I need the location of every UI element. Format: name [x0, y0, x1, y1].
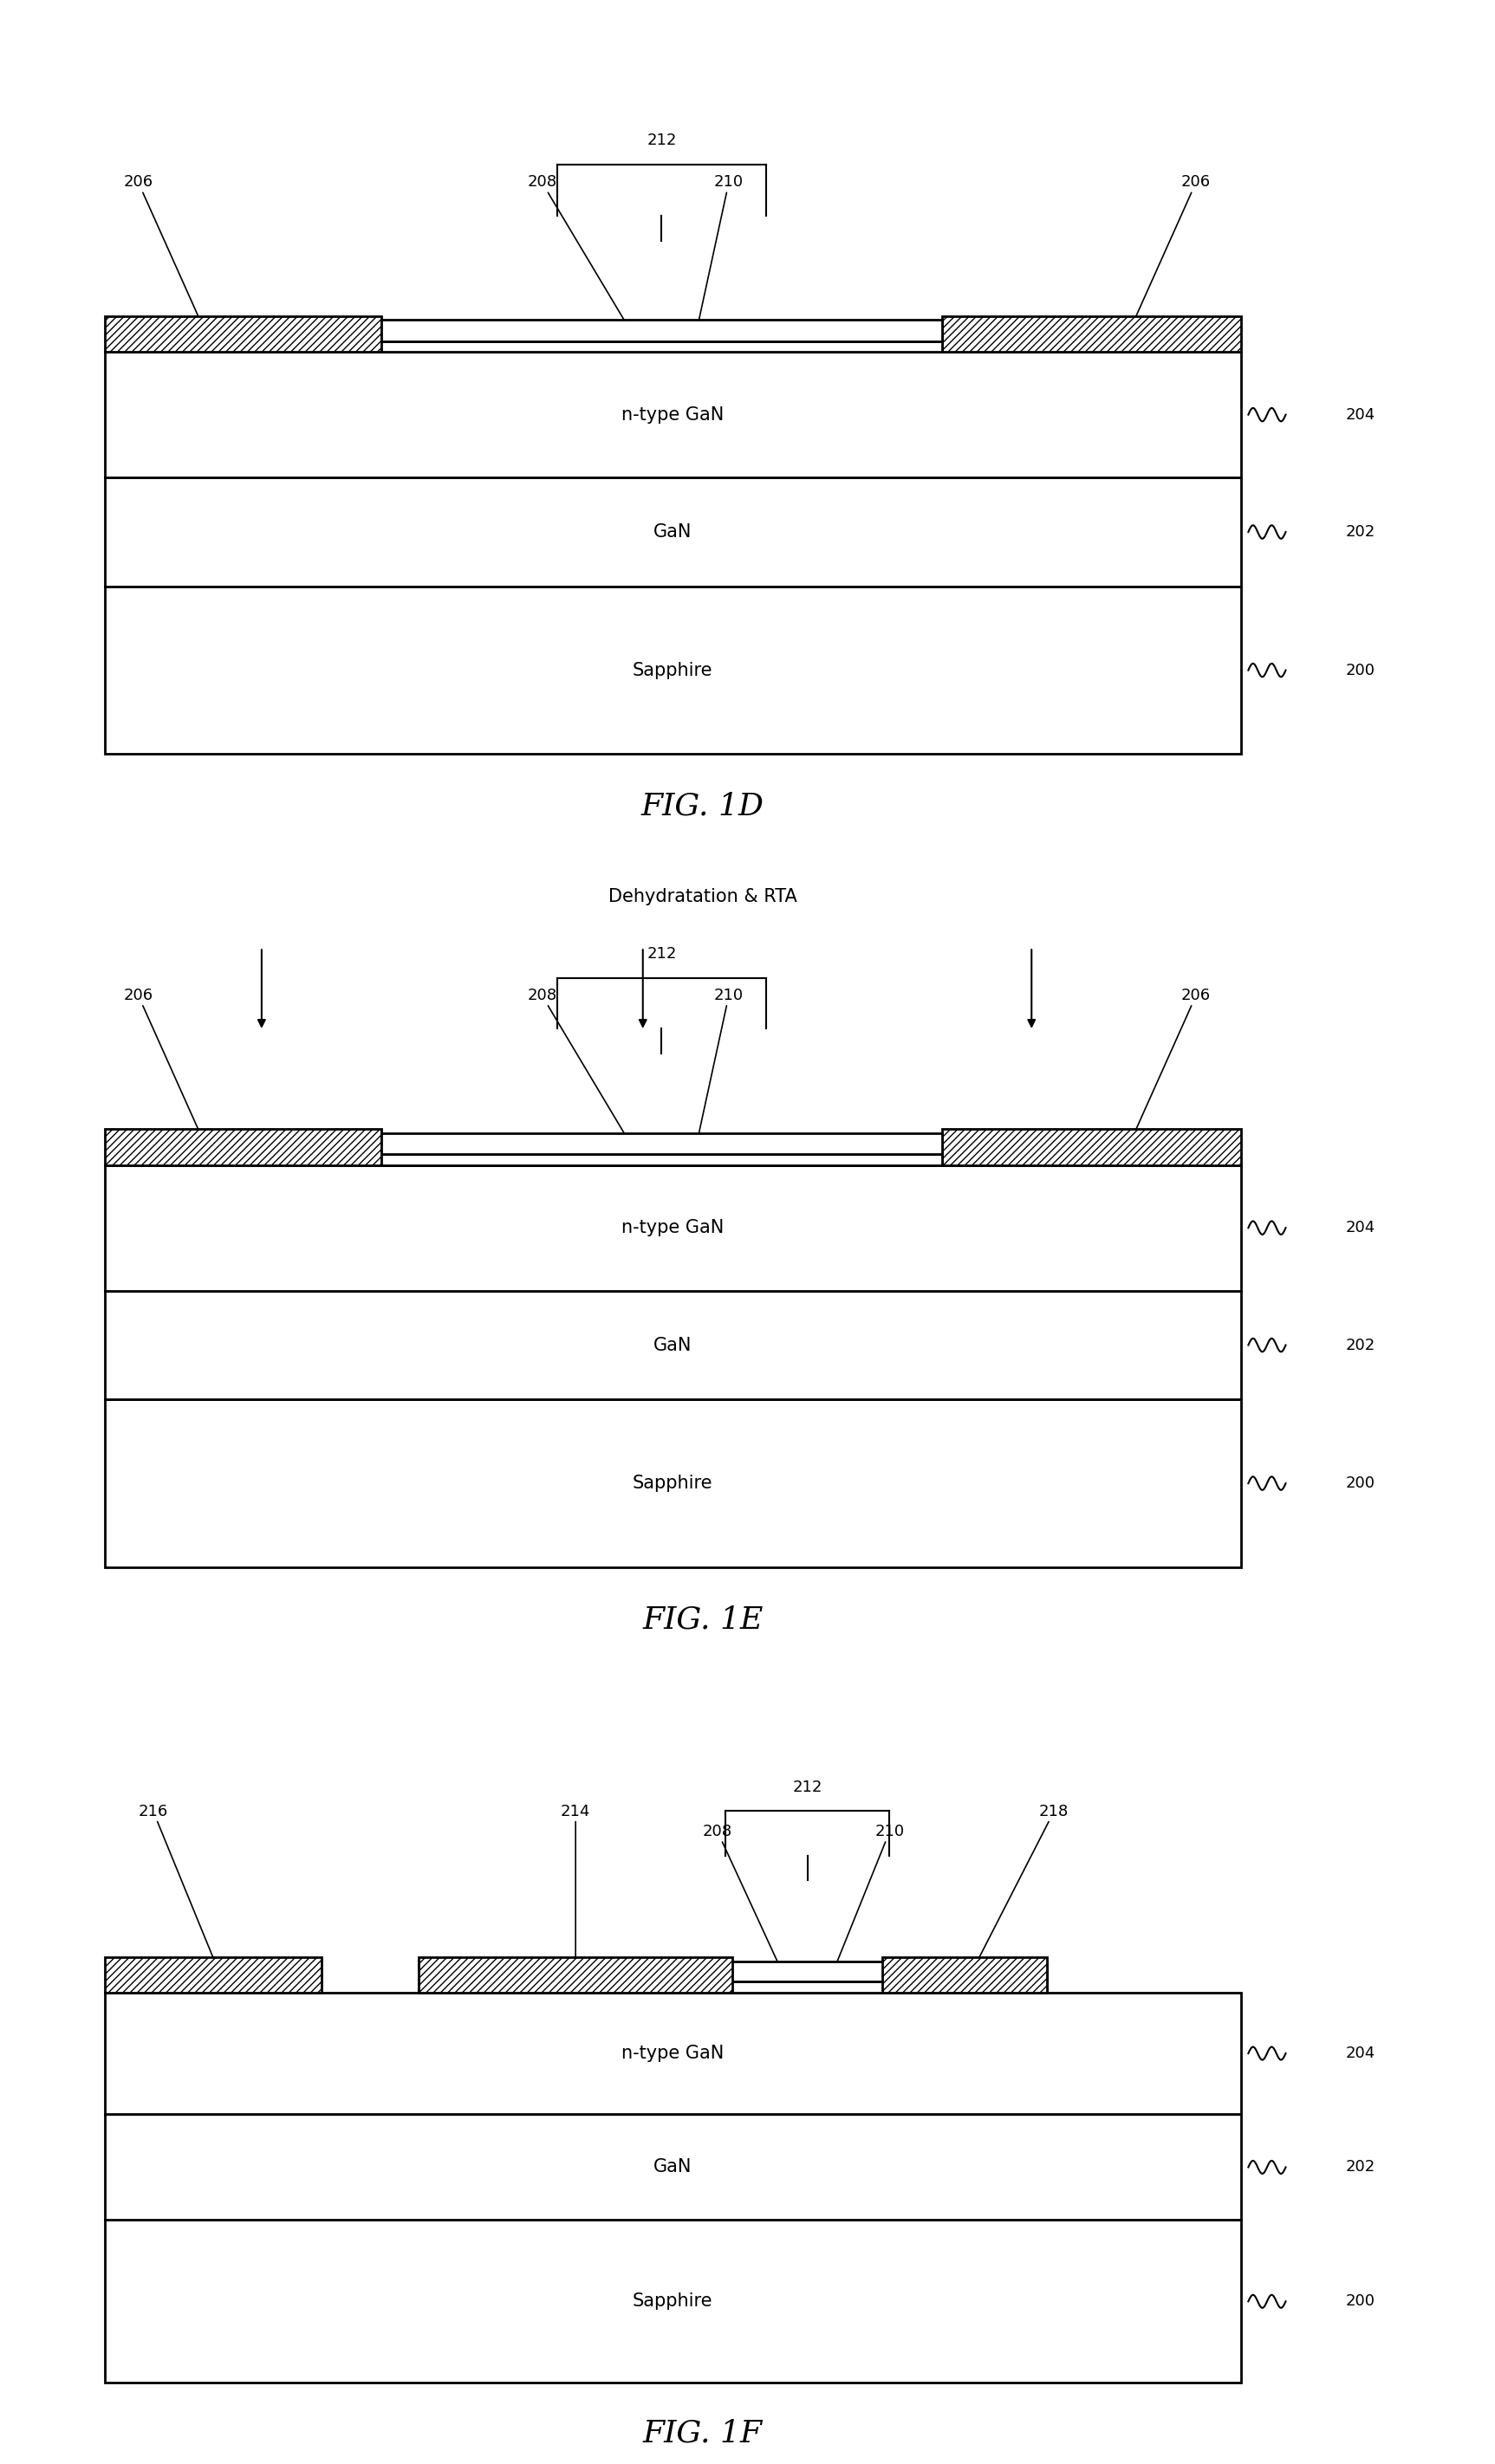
Text: FIG. 1D: FIG. 1D [641, 791, 764, 821]
Text: Sapphire: Sapphire [632, 1473, 713, 1493]
Text: GaN: GaN [653, 522, 692, 540]
Text: Sapphire: Sapphire [632, 660, 713, 680]
Bar [105, 315, 381, 352]
Text: 204: 204 [1346, 2045, 1375, 2062]
Text: 200: 200 [1346, 2294, 1375, 2309]
Bar [105, 1165, 1241, 1291]
Text: 208: 208 [703, 1823, 777, 1961]
Bar [105, 478, 1241, 586]
Bar [105, 1129, 381, 1165]
Bar [105, 586, 1241, 754]
Bar [105, 2220, 1241, 2383]
Text: 212: 212 [647, 946, 676, 961]
Text: Dehydratation & RTA: Dehydratation & RTA [608, 887, 797, 907]
Bar [105, 1993, 1241, 2114]
Text: 214: 214 [561, 1804, 591, 1956]
Text: n-type GaN: n-type GaN [622, 1220, 724, 1237]
Text: 202: 202 [1346, 1338, 1375, 1353]
Text: 208: 208 [528, 988, 625, 1133]
Bar [381, 340, 942, 352]
Bar [942, 315, 1241, 352]
Text: n-type GaN: n-type GaN [622, 407, 724, 424]
Bar [419, 1981, 1046, 1993]
Bar [381, 1153, 942, 1165]
Bar [942, 1129, 1241, 1165]
Text: FIG. 1F: FIG. 1F [643, 2417, 762, 2447]
Text: 216: 216 [139, 1804, 214, 1956]
Text: 200: 200 [1346, 663, 1375, 678]
Bar [105, 1956, 321, 1993]
Text: FIG. 1E: FIG. 1E [643, 1604, 762, 1634]
Text: 204: 204 [1346, 407, 1375, 421]
Bar [381, 320, 942, 340]
Bar [419, 1956, 733, 1993]
Text: 204: 204 [1346, 1220, 1375, 1234]
Text: 210: 210 [698, 175, 743, 320]
Bar [105, 1291, 1241, 1400]
Bar [105, 2114, 1241, 2220]
Text: 202: 202 [1346, 525, 1375, 540]
Bar [882, 1956, 1046, 1993]
Text: 208: 208 [528, 175, 625, 320]
Text: 206: 206 [124, 175, 197, 315]
Text: 210: 210 [837, 1823, 904, 1961]
Text: 206: 206 [1136, 988, 1211, 1129]
Text: 202: 202 [1346, 2158, 1375, 2176]
Text: GaN: GaN [653, 1335, 692, 1353]
Text: 200: 200 [1346, 1476, 1375, 1491]
Text: 206: 206 [124, 988, 197, 1129]
Text: 210: 210 [698, 988, 743, 1133]
Text: 212: 212 [792, 1779, 822, 1794]
Text: 206: 206 [1136, 175, 1211, 315]
Text: GaN: GaN [653, 2158, 692, 2176]
Text: Sapphire: Sapphire [632, 2292, 713, 2311]
Bar [419, 1961, 1046, 1981]
Bar [105, 352, 1241, 478]
Bar [105, 1400, 1241, 1567]
Text: 212: 212 [647, 133, 676, 148]
Bar [381, 1133, 942, 1153]
Text: 218: 218 [979, 1804, 1069, 1956]
Text: n-type GaN: n-type GaN [622, 2045, 724, 2062]
